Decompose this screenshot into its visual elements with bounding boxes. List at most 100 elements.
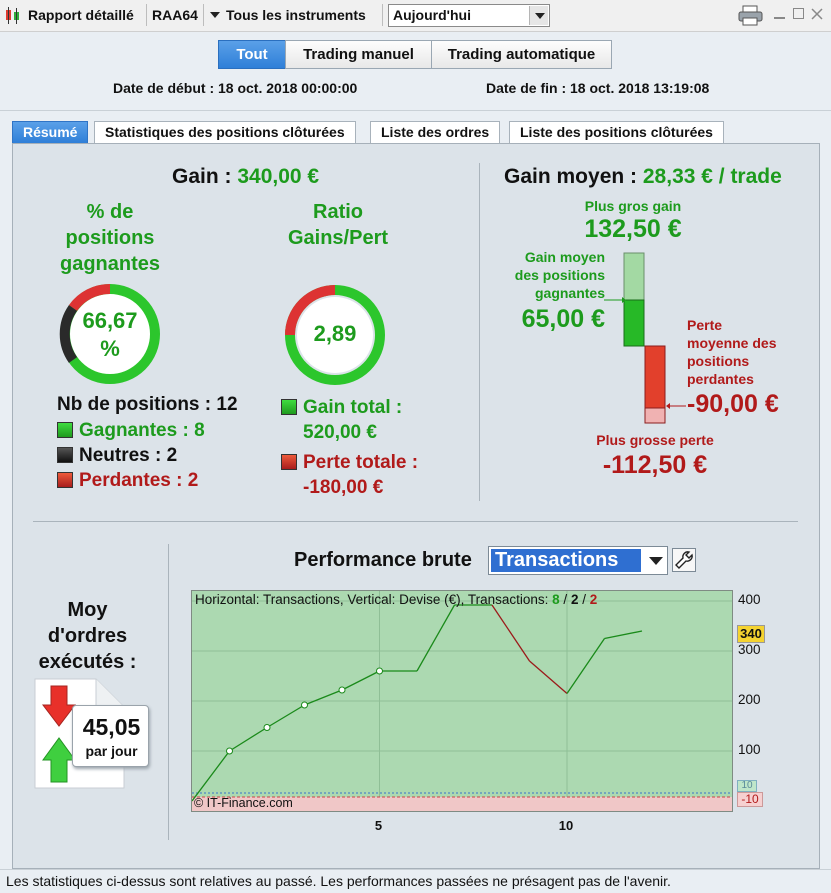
chart-x-axis: 5 10 xyxy=(191,816,733,836)
neutral-label: Neutres : 2 xyxy=(79,445,178,466)
series-segment xyxy=(566,638,606,694)
neutral-count: Neutres : 2 xyxy=(57,445,177,467)
period-value: Aujourd'hui xyxy=(393,7,471,23)
chevron-down-icon[interactable] xyxy=(210,12,220,18)
printer-icon[interactable] xyxy=(738,5,764,27)
min-value-badge: -10 xyxy=(737,792,763,807)
data-point xyxy=(338,686,346,694)
avg-win-label-line: Gain moyen xyxy=(524,249,605,265)
gain-total: Gain total : 520,00 € xyxy=(281,395,402,445)
best-gain-label: Plus gros gain xyxy=(584,198,682,214)
instruments-selector[interactable]: Tous les instruments xyxy=(226,7,366,23)
tab-closed-stats[interactable]: Statistiques des positions clôturées xyxy=(94,121,356,143)
maximize-icon[interactable] xyxy=(793,8,804,19)
chart-info: Horizontal: Transactions, Vertical: Devi… xyxy=(195,592,598,607)
report-title: Rapport détaillé xyxy=(28,7,134,23)
win-rate-title: % de positions gagnantes xyxy=(50,199,170,277)
period-select[interactable]: Aujourd'hui xyxy=(388,4,550,27)
start-date: Date de début : 18 oct. 2018 00:00:00 xyxy=(113,80,358,96)
performance-mode-select[interactable]: Transactions xyxy=(488,546,668,575)
avg-win-value: 65,00 € xyxy=(521,305,605,333)
ratio-value: 2,89 xyxy=(313,321,357,346)
close-icon[interactable] xyxy=(811,8,823,20)
current-value-badge: 340 xyxy=(737,625,765,643)
ratio-donut xyxy=(285,285,385,385)
avg-win-label-line: gagnantes xyxy=(534,285,605,301)
performance-mode-value: Transactions xyxy=(491,549,641,572)
mode-tab-all[interactable]: Tout xyxy=(218,40,286,69)
orders-label-line: d'ordres xyxy=(47,625,128,647)
chart-credit: © IT-Finance.com xyxy=(194,796,293,810)
performance-chart: Horizontal: Transactions, Vertical: Devi… xyxy=(191,590,733,812)
avg-loss-label-line: positions xyxy=(687,353,750,369)
avg-loss-value: -90,00 € xyxy=(687,390,779,418)
avg-gain-value: 28,33 € / trade xyxy=(642,165,782,188)
chart-info-wins: 8 xyxy=(552,592,560,607)
account-selector[interactable]: RAA64 xyxy=(152,7,198,23)
losing-count: Perdantes : 2 xyxy=(57,470,198,492)
positions-count: Nb de positions : 12 xyxy=(57,394,238,415)
y-tick-label: 100 xyxy=(738,742,761,757)
tab-resume[interactable]: Résumé xyxy=(12,121,89,143)
chart-info-losses: 2 xyxy=(589,592,598,607)
ratio-title: Ratio Gains/Pert xyxy=(283,199,393,251)
gain-total-label: Gain total : xyxy=(303,397,403,418)
series-segment xyxy=(341,670,380,691)
divider xyxy=(0,110,831,111)
candlestick-icon xyxy=(6,7,19,24)
series-segment xyxy=(604,630,643,640)
series-segment xyxy=(416,604,456,672)
series-segment xyxy=(304,689,343,706)
x-tick-label: 10 xyxy=(558,818,574,833)
chart-info-text: Horizontal: Transactions, Vertical: Devi… xyxy=(195,592,553,607)
performance-chart-svg xyxy=(192,591,732,811)
gain-label: Gain : xyxy=(172,165,232,188)
separator xyxy=(203,4,204,26)
loss-total: Perte totale : -180,00 € xyxy=(281,450,418,500)
y-tick-label: 300 xyxy=(738,642,761,657)
mode-tab-manual[interactable]: Trading manuel xyxy=(285,40,432,69)
data-point xyxy=(376,667,383,675)
mode-tab-automatic[interactable]: Trading automatique xyxy=(431,40,612,69)
win-rate-title-line: positions xyxy=(65,227,155,249)
green-square-icon xyxy=(57,422,73,438)
avg-loss-label-line: perdantes xyxy=(687,371,754,387)
settings-button[interactable] xyxy=(672,548,696,572)
green-square-icon xyxy=(281,399,297,415)
win-rate-donut xyxy=(59,283,160,384)
disclaimer: Les statistiques ci-dessus sont relative… xyxy=(0,869,831,893)
data-point xyxy=(263,724,271,731)
chart-y-axis: 100 200 300 400 xyxy=(738,590,798,812)
separator xyxy=(382,4,383,26)
zero-badge: 10 xyxy=(737,780,757,792)
chevron-down-icon[interactable] xyxy=(529,6,548,25)
winning-count: Gagnantes : 8 xyxy=(57,420,205,442)
loss-zone xyxy=(192,797,732,811)
avg-loss-label-line: Perte xyxy=(687,317,723,333)
loss-total-label: Perte totale : xyxy=(303,452,419,473)
ratio-title-line: Gains/Pert xyxy=(287,227,389,249)
orders-label-line: Moy xyxy=(67,599,108,621)
title-bar: Rapport détaillé RAA64 Tous les instrume… xyxy=(0,0,831,32)
orders-unit: par jour xyxy=(85,743,138,759)
winning-label: Gagnantes : 8 xyxy=(79,420,205,441)
series-segment xyxy=(192,750,231,802)
series-segment xyxy=(529,660,568,694)
avg-gain-loss-bars xyxy=(604,252,686,424)
series-segment xyxy=(266,704,305,729)
tab-closed-positions[interactable]: Liste des positions clôturées xyxy=(509,121,724,143)
chevron-down-icon[interactable] xyxy=(649,557,663,565)
ratio-title-line: Ratio xyxy=(313,201,363,223)
orders-label-line: exécutés : xyxy=(38,651,137,673)
win-rate-number: 66,67 xyxy=(82,308,138,333)
avg-gain-label: Gain moyen : xyxy=(504,165,638,188)
orders-label: Moy d'ordres exécutés : xyxy=(20,597,155,675)
avg-loss-label: Perte moyenne des positions perdantes xyxy=(687,316,776,388)
end-date: Date de fin : 18 oct. 2018 13:19:08 xyxy=(486,80,710,96)
tab-orders[interactable]: Liste des ordres xyxy=(370,121,501,143)
avg-gain-heading: Gain moyen : 28,33 € / trade xyxy=(504,165,782,189)
gain-value: 340,00 € xyxy=(237,165,320,188)
y-tick-label: 200 xyxy=(738,692,761,707)
x-tick-label: 5 xyxy=(374,818,383,833)
minimize-icon[interactable] xyxy=(774,17,785,19)
